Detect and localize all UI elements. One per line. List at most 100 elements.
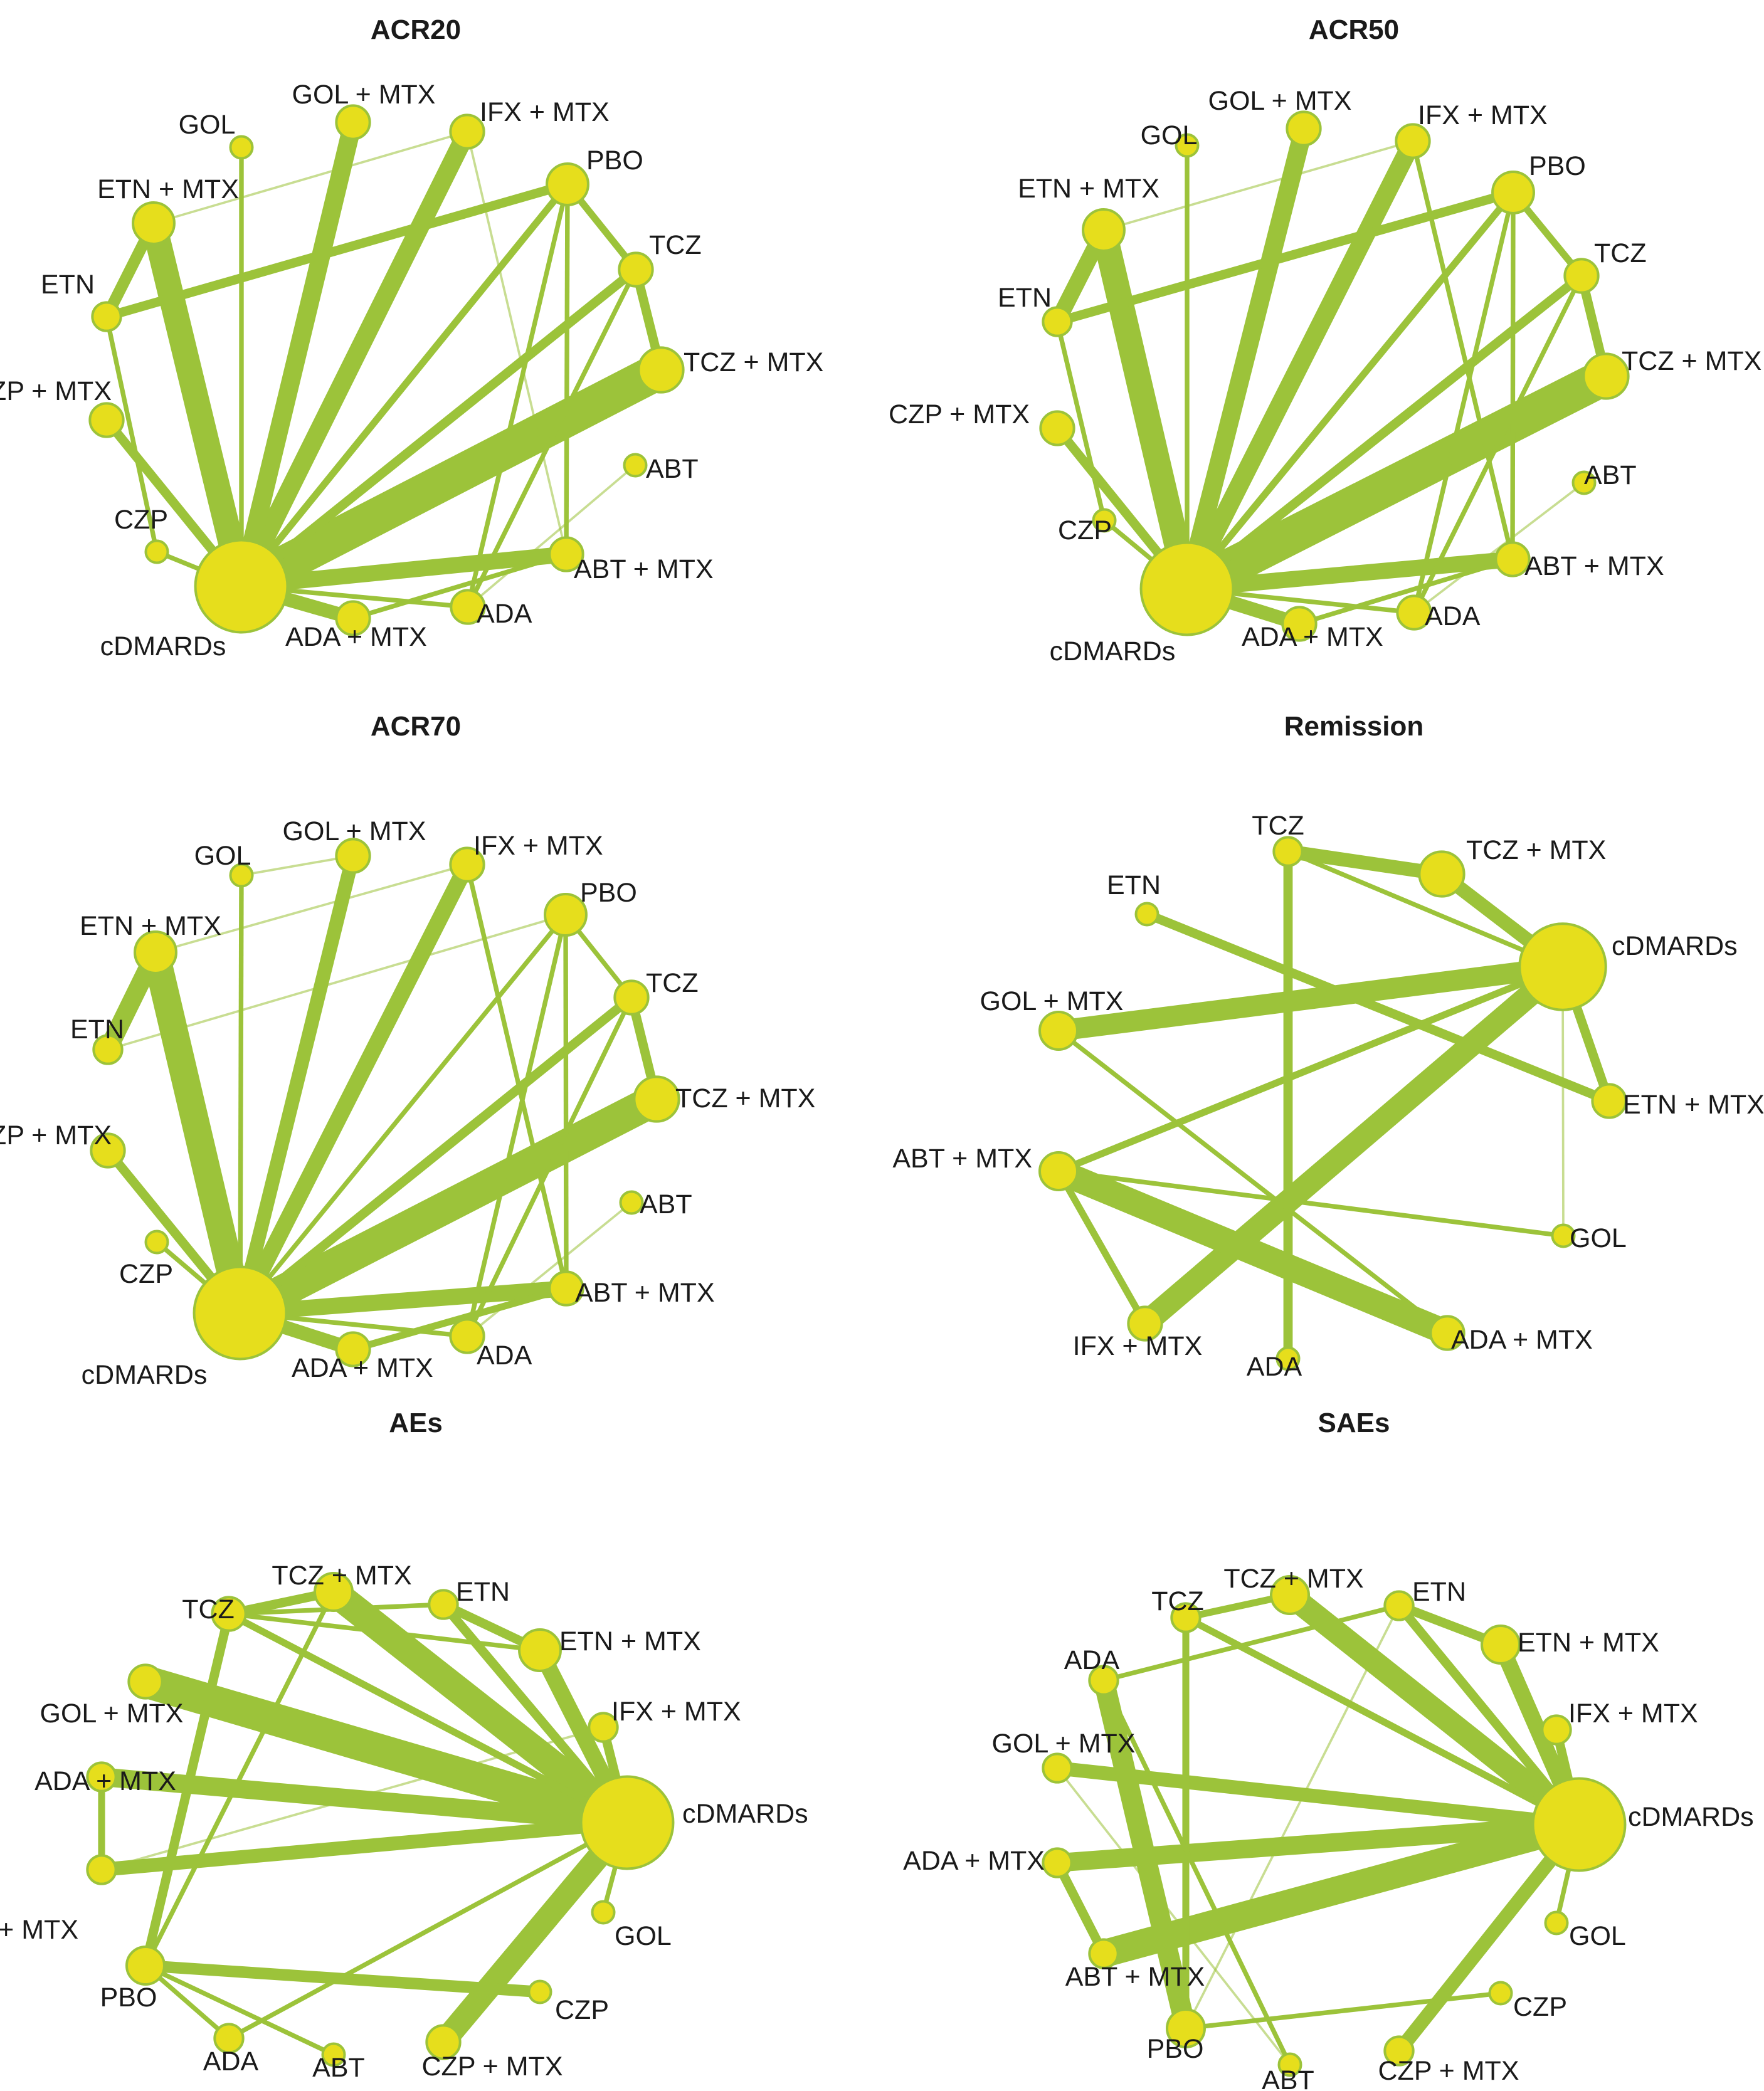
node-adamtx xyxy=(335,1331,371,1367)
edge-cdmards-abtmtx xyxy=(1057,963,1565,1175)
node-ifxmtx xyxy=(1127,1305,1163,1342)
node-label-pbo: PBO xyxy=(100,1983,157,2013)
node-ada xyxy=(450,589,486,625)
edge-tcz-ada xyxy=(1412,275,1584,614)
node-etn xyxy=(92,1034,124,1065)
node-etnmtx xyxy=(518,1628,562,1672)
node-abtmtx xyxy=(548,536,584,572)
edge-cdmards-abtmtx xyxy=(101,1815,628,1877)
node-tcz xyxy=(211,1596,247,1632)
node-label-cdmards: cDMARDs xyxy=(1612,931,1738,961)
network-panel-acr50: ACR50 GOL GOL + MTX IFX + MTX PBO TCZ TCZ + MT… xyxy=(882,0,1763,697)
node-gol xyxy=(1175,133,1200,158)
label-layer: GOL GOL + MTX IFX + MTX PBO TCZ TCZ + MTX ABT A… xyxy=(889,86,1761,666)
node-cdmards xyxy=(194,539,289,634)
network-svg: AEs TCZ + MTX ETN ETN + MTX IFX + MTX cDMARDs… xyxy=(0,1408,808,2083)
node-czp xyxy=(1488,1981,1513,2006)
node-label-pbo: PBO xyxy=(1147,2034,1204,2064)
network-svg: SAEs TCZ + MTX ETN ETN + MTX IFX + MTX cDMARD… xyxy=(903,1408,1754,2090)
node-label-czp: CZP xyxy=(1513,1992,1567,2022)
node-label-abtmtx: ABT + MTX xyxy=(892,1144,1032,1174)
node-label-adamtx: ADA + MTX xyxy=(1451,1325,1593,1355)
node-etnmtx xyxy=(1591,1083,1627,1119)
node-label-abtmtx: ABT + MTX xyxy=(1524,551,1664,581)
network-svg: Remission TCZ TCZ + MTX cDMARDs ETN + MTX GOL… xyxy=(892,711,1763,1382)
node-label-abt: ABT xyxy=(312,2053,365,2083)
node-label-etnmtx: ETN + MTX xyxy=(80,911,221,941)
node-abtmtx xyxy=(86,1854,117,1885)
node-adamtx xyxy=(86,1761,117,1793)
node-layer xyxy=(1042,1575,1627,2077)
edge-tcz-ada xyxy=(465,268,638,608)
edge-layer xyxy=(99,854,664,1356)
node-layer xyxy=(86,1572,675,2067)
edge-gol-golmtx xyxy=(241,855,354,877)
node-label-ada: ADA xyxy=(477,1340,532,1371)
node-label-gol: GOL xyxy=(1570,1223,1627,1253)
edge-cdmards-golmtx xyxy=(1057,956,1565,1041)
label-layer: GOL GOL + MTX IFX + MTX PBO TCZ TCZ + MTX ABT A… xyxy=(0,80,823,661)
node-tczmtx xyxy=(1418,850,1466,898)
edge-etn-pbo xyxy=(105,179,569,322)
edge-pbo-tczmtx xyxy=(143,1591,336,1967)
panel-title: ACR70 xyxy=(371,711,461,742)
edge-tcz-tczmtx xyxy=(1287,845,1443,881)
node-abtmtx xyxy=(1088,1938,1119,1969)
node-label-tcz: TCZ xyxy=(1594,238,1647,268)
edge-abtmtx-adamtx xyxy=(352,1285,568,1353)
node-abt xyxy=(1571,470,1597,495)
node-golmtx xyxy=(127,1663,164,1700)
edge-etnmtx-ifxmtx xyxy=(1103,140,1413,231)
node-label-abtmtx: ABT + MTX xyxy=(575,1278,715,1308)
node-label-cdmards: cDMARDs xyxy=(682,1799,808,1829)
edge-layer xyxy=(1054,845,1613,1359)
node-label-etn: ETN xyxy=(70,1014,124,1045)
node-label-etn: ETN xyxy=(1412,1577,1466,1607)
node-label-adamtx: ADA + MTX xyxy=(34,1766,176,1796)
node-label-tczmtx: TCZ + MTX xyxy=(684,347,823,377)
node-golmtx xyxy=(1042,1752,1073,1784)
node-label-ifxmtx: IFX + MTX xyxy=(1568,1699,1698,1729)
node-golmtx xyxy=(1038,1011,1079,1051)
node-abtmtx xyxy=(1494,541,1531,577)
node-etn xyxy=(91,301,122,332)
edge-cdmards-pbo xyxy=(238,182,571,589)
node-etn xyxy=(1383,1590,1415,1621)
node-etn xyxy=(1042,306,1073,337)
edge-cdmards-tcz xyxy=(227,1611,629,1826)
edge-abt-ada xyxy=(467,464,636,608)
node-label-tcz: TCZ xyxy=(1151,1586,1204,1616)
edge-etn-czp xyxy=(104,316,159,552)
node-label-etn: ETN xyxy=(998,283,1052,313)
label-layer: TCZ TCZ + MTX cDMARDs ETN + MTX GOL ADA + MTX… xyxy=(892,811,1763,1382)
edge-ada-abt xyxy=(1101,1679,1292,2066)
node-czpmtx xyxy=(1383,2035,1415,2067)
node-pbo xyxy=(544,893,588,937)
node-gol xyxy=(229,135,254,160)
label-layer: TCZ + MTX ETN ETN + MTX IFX + MTX cDMARDs GOL… xyxy=(0,1561,808,2083)
panel-title: AEs xyxy=(389,1408,443,1438)
network-panel-aes: AEs TCZ + MTX ETN ETN + MTX IFX + MTX cDMARDs… xyxy=(0,1393,882,2090)
node-label-gol: GOL xyxy=(1141,120,1198,150)
edge-pbo-ada xyxy=(465,914,568,1337)
edge-cdmards-tczmtx xyxy=(1282,1586,1587,1834)
edge-cdmards-etnmtx xyxy=(142,949,254,1317)
node-czpmtx xyxy=(1039,410,1075,446)
node-label-ada: ADA xyxy=(1247,1352,1302,1382)
node-ada xyxy=(449,1318,485,1354)
node-label-tcz: TCZ xyxy=(182,1594,235,1625)
node-ifxmtx xyxy=(449,846,485,883)
edge-abtmtx-adamtx xyxy=(1298,557,1514,626)
edge-cdmards-tczmtx xyxy=(1178,359,1615,606)
node-label-etnmtx: ETN + MTX xyxy=(1623,1090,1763,1120)
node-etnmtx xyxy=(1082,208,1126,252)
node-label-tcz: TCZ xyxy=(646,968,699,998)
node-label-gol: GOL xyxy=(194,841,251,871)
edge-cdmards-tcz xyxy=(1287,849,1564,969)
node-adamtx xyxy=(335,600,371,636)
node-label-ada: ADA xyxy=(477,599,532,629)
edge-layer xyxy=(1053,1586,1587,2066)
panel-title: ACR20 xyxy=(371,14,461,45)
node-label-czpmtx: CZP + MTX xyxy=(1378,2056,1519,2086)
node-cdmards xyxy=(1139,541,1235,636)
